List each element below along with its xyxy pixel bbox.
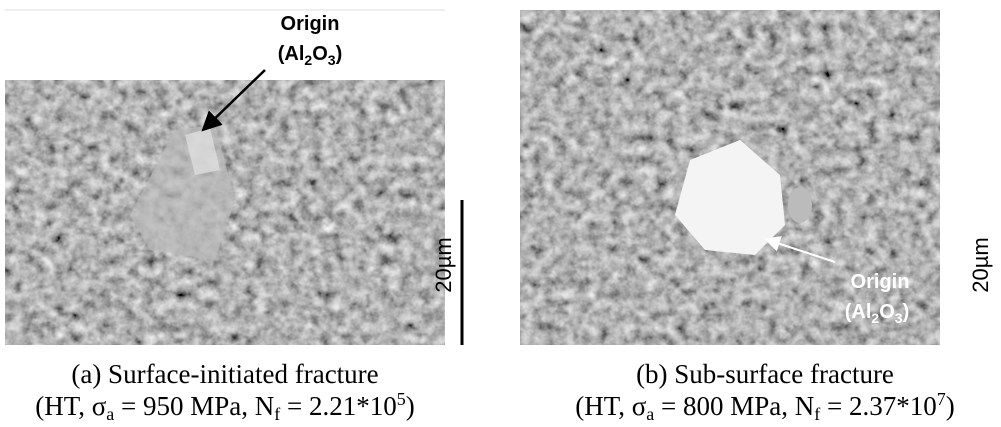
text-part: ) <box>903 301 910 323</box>
caption-title: (b) Sub-surface fracture <box>636 359 894 389</box>
figure: Origin (Al2O3) Origin (Al2O3) 20µm 20µm … <box>0 0 1001 427</box>
text-part: 2 <box>304 52 312 68</box>
text-part: O <box>879 301 895 323</box>
text-part: = 950 MPa, N <box>114 391 274 421</box>
sem-image-a <box>5 80 445 345</box>
scale-label: 20µm <box>431 237 456 292</box>
text-part: (Al <box>278 43 305 65</box>
text-part: = 800 MPa, N <box>654 391 814 421</box>
text-part: (HT, σ <box>575 391 646 421</box>
origin-label: Origin <box>851 271 910 293</box>
text-part: O <box>312 43 328 65</box>
text-part: 3 <box>328 52 336 68</box>
origin-formula: (Al2O3) <box>278 43 343 68</box>
text-part: 7 <box>937 389 946 409</box>
text-part: ) <box>406 391 415 421</box>
caption-title: (a) Surface-initiated fracture <box>71 359 378 389</box>
text-part: a <box>646 404 654 424</box>
text-part: = 2.37*10 <box>820 391 936 421</box>
text-part: (Al <box>845 301 872 323</box>
scale-label: 20µm <box>968 237 993 292</box>
text-part: ) <box>946 391 955 421</box>
text-part: 2 <box>871 310 879 326</box>
text-part: a <box>106 404 114 424</box>
text-part: 5 <box>397 389 406 409</box>
caption-params: (HT, σa = 950 MPa, Nf = 2.21*105) <box>35 389 415 424</box>
sem-image-b <box>520 10 940 345</box>
text-part: = 2.21*10 <box>280 391 396 421</box>
text-part: (HT, σ <box>35 391 106 421</box>
caption-params: (HT, σa = 800 MPa, Nf = 2.37*107) <box>575 389 955 424</box>
origin-label: Origin <box>281 13 340 35</box>
text-part: 3 <box>895 310 903 326</box>
text-part: ) <box>336 43 343 65</box>
